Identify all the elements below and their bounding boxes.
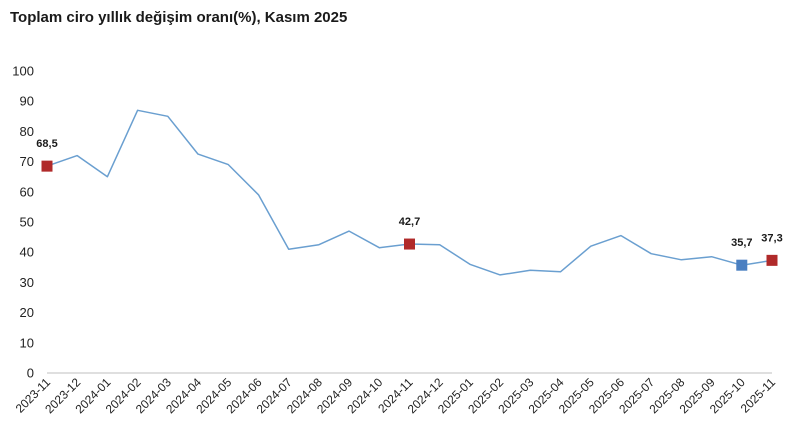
y-tick-label: 100	[12, 64, 34, 79]
y-tick-label: 90	[20, 94, 34, 109]
y-tick-label: 70	[20, 154, 34, 169]
y-tick-label: 60	[20, 184, 34, 199]
highlight-markers	[41, 160, 778, 271]
data-label: 37,3	[761, 232, 782, 244]
y-tick-label: 30	[20, 275, 34, 290]
y-tick-label: 20	[20, 305, 34, 320]
x-axis: 2023-112023-122024-012024-022024-032024-…	[13, 372, 778, 416]
y-axis: 0 10 20 30 40 50 60 70 80 90 100	[12, 64, 34, 381]
data-label: 35,7	[731, 237, 752, 249]
y-tick-label: 0	[27, 366, 34, 381]
y-tick-label: 10	[20, 335, 34, 350]
data-labels: 68,5 42,7 35,7 37,3	[36, 138, 782, 249]
data-label: 42,7	[399, 216, 420, 228]
series-line-group	[46, 109, 773, 276]
highlight-marker	[766, 254, 778, 266]
y-tick-label: 80	[20, 124, 34, 139]
y-tick-label: 50	[20, 215, 34, 230]
chart-title: Toplam ciro yıllık değişim oranı(%), Kas…	[10, 9, 348, 26]
highlight-marker	[736, 259, 748, 271]
highlight-marker	[41, 160, 53, 172]
data-label: 68,5	[36, 138, 57, 150]
y-tick-label: 40	[20, 245, 34, 260]
series-line	[46, 109, 773, 276]
highlight-marker	[404, 238, 415, 250]
